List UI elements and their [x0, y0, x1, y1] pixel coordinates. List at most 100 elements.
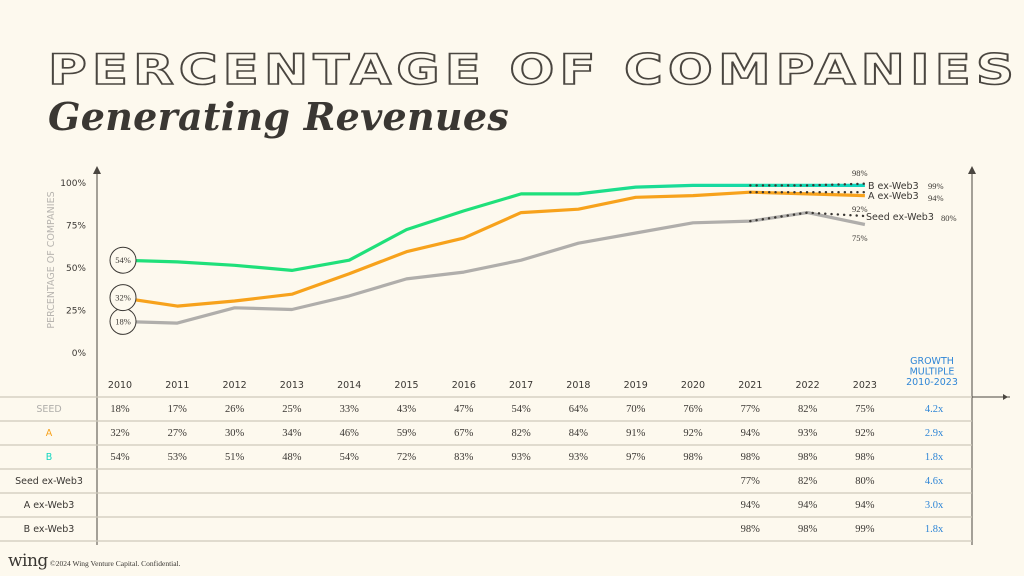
x-tick-label: 2015 [394, 380, 418, 391]
start-label-b: 54% [115, 255, 131, 265]
series-line-b_ex [749, 182, 867, 187]
table-cell: 82% [798, 404, 818, 415]
table-cell: 33% [340, 404, 360, 415]
axes [93, 166, 1010, 545]
table-cell: 17% [168, 404, 188, 415]
x-tick-label: 2023 [853, 380, 877, 391]
end-label-a-ex: 94% [928, 193, 944, 203]
x-tick-label: 2010 [108, 380, 132, 391]
row-label: A ex-Web3 [24, 500, 75, 511]
table-cell: 98% [855, 452, 875, 463]
y-tick-label: 75% [66, 222, 86, 232]
x-tick-label: 2011 [165, 380, 189, 391]
table-cell: 54% [511, 404, 531, 415]
series-line-b [119, 183, 865, 272]
growth-cell: 1.8x [925, 452, 944, 463]
table-cell: 76% [683, 404, 703, 415]
table-cell: 67% [454, 428, 474, 439]
growth-cell: 4.6x [925, 476, 944, 487]
table-cell: 47% [454, 404, 474, 415]
legend-a-ex-web3: A ex-Web3 [868, 191, 919, 202]
table-row: B 54% 53% 51% 48% 54% 72% 83% 93% 93% 97% 98% 98% 98%… [46, 452, 944, 463]
table-cell: 82% [511, 428, 531, 439]
table-cell: 94% [741, 500, 761, 511]
end-label-b-ex: 99% [928, 181, 944, 191]
table-cell: 77% [741, 404, 761, 415]
start-label-a: 32% [115, 293, 131, 303]
table-cell: 30% [225, 428, 245, 439]
table-cell: 18% [110, 404, 130, 415]
table-cell: 98% [683, 452, 703, 463]
row-label: A [46, 428, 53, 439]
x-tick-label: 2013 [280, 380, 304, 391]
table-cell: 94% [741, 428, 761, 439]
table-row: SEED 18% 17% 26% 25% 33% 43% 47% 54% 64% 70% 76% 77%… [36, 404, 944, 415]
table-cell: 25% [282, 404, 302, 415]
series-line-seed_ex [749, 211, 867, 223]
end-label-seed: 75% [852, 233, 868, 243]
table-cell: 75% [855, 404, 875, 415]
table-row: A 32% 27% 30% 34% 46% 59% 67% 82% 84% 91% 92% 94% 93%… [46, 428, 944, 439]
growth-cell: 4.2x [925, 404, 944, 415]
row-label: B [46, 452, 53, 463]
row-label: SEED [36, 404, 61, 415]
x-tick-label: 2016 [452, 380, 476, 391]
table-cell: 53% [168, 452, 188, 463]
end-label-a: 92% [852, 204, 868, 214]
table-cell: 70% [626, 404, 646, 415]
x-tick-label: 2022 [796, 380, 820, 391]
table-cell: 51% [225, 452, 245, 463]
y-tick-label: 50% [66, 264, 86, 274]
x-tick-label: 2020 [681, 380, 705, 391]
series-labels: 18% 32% 54% 98%B ex-Web3 99% A ex-Web3 94% 92%S… [109, 168, 957, 335]
end-label-seed-ex: 80% [941, 213, 957, 223]
table-cell: 46% [340, 428, 360, 439]
table-row: B ex-Web3 98% 98% 99% 1.8x [24, 524, 944, 535]
y-axis-arrow-icon [93, 166, 101, 174]
table-cell: 32% [110, 428, 130, 439]
growth-cell: 1.8x [925, 524, 944, 535]
legend-seed-ex-web3: Seed ex-Web3 [866, 212, 934, 223]
table-cell: 98% [741, 452, 761, 463]
row-label: B ex-Web3 [24, 524, 75, 535]
table-cell: 93% [511, 452, 531, 463]
table-cell: 98% [741, 524, 761, 535]
table-cell: 98% [798, 452, 818, 463]
table-row: A ex-Web3 94% 94% 94% 3.0x [24, 500, 944, 511]
row-label: Seed ex-Web3 [15, 476, 83, 487]
table-cell: 27% [168, 428, 188, 439]
table-cell: 26% [225, 404, 245, 415]
x-tick-label: 2019 [624, 380, 648, 391]
table-cell: 82% [798, 476, 818, 487]
table-cell: 59% [397, 428, 417, 439]
table-cell: 83% [454, 452, 474, 463]
growth-cell: 2.9x [925, 428, 944, 439]
y-tick-label: 0% [72, 349, 87, 359]
x-tick-label: 2017 [509, 380, 533, 391]
y-axis-label: PERCENTAGE OF COMPANIES [46, 191, 57, 328]
table-cell: 93% [569, 452, 589, 463]
y-tick-label: 100% [60, 179, 86, 189]
growth-header-line: GROWTH [910, 356, 954, 367]
wing-logo: wing [8, 551, 48, 571]
table-cell: 72% [397, 452, 417, 463]
table-cell: 94% [798, 500, 818, 511]
title-subtitle: Generating Revenues [48, 94, 510, 139]
table-cell: 54% [110, 452, 130, 463]
table-cell: 99% [855, 524, 875, 535]
data-table: 2010 2011 2012 2013 2014 2015 2016 2017 2018 2019… [0, 356, 972, 542]
start-label-seed: 18% [115, 316, 131, 326]
table-cell: 43% [397, 404, 417, 415]
table-cell: 54% [340, 452, 360, 463]
series-line-seed [119, 211, 866, 325]
title-outline: PERCENTAGE OF COMPANIES [47, 45, 1020, 94]
growth-header-line: MULTIPLE [910, 367, 955, 378]
table-cell: 84% [569, 428, 589, 439]
table-cell: 80% [855, 476, 875, 487]
legend-b-ex-web3: B ex-Web3 [868, 181, 919, 192]
x-tick-label: 2018 [566, 380, 590, 391]
table-cell: 92% [683, 428, 703, 439]
start-label-circle-b [109, 246, 137, 274]
y-ticks: 0% 25% 50% 75% 100% [60, 179, 86, 359]
